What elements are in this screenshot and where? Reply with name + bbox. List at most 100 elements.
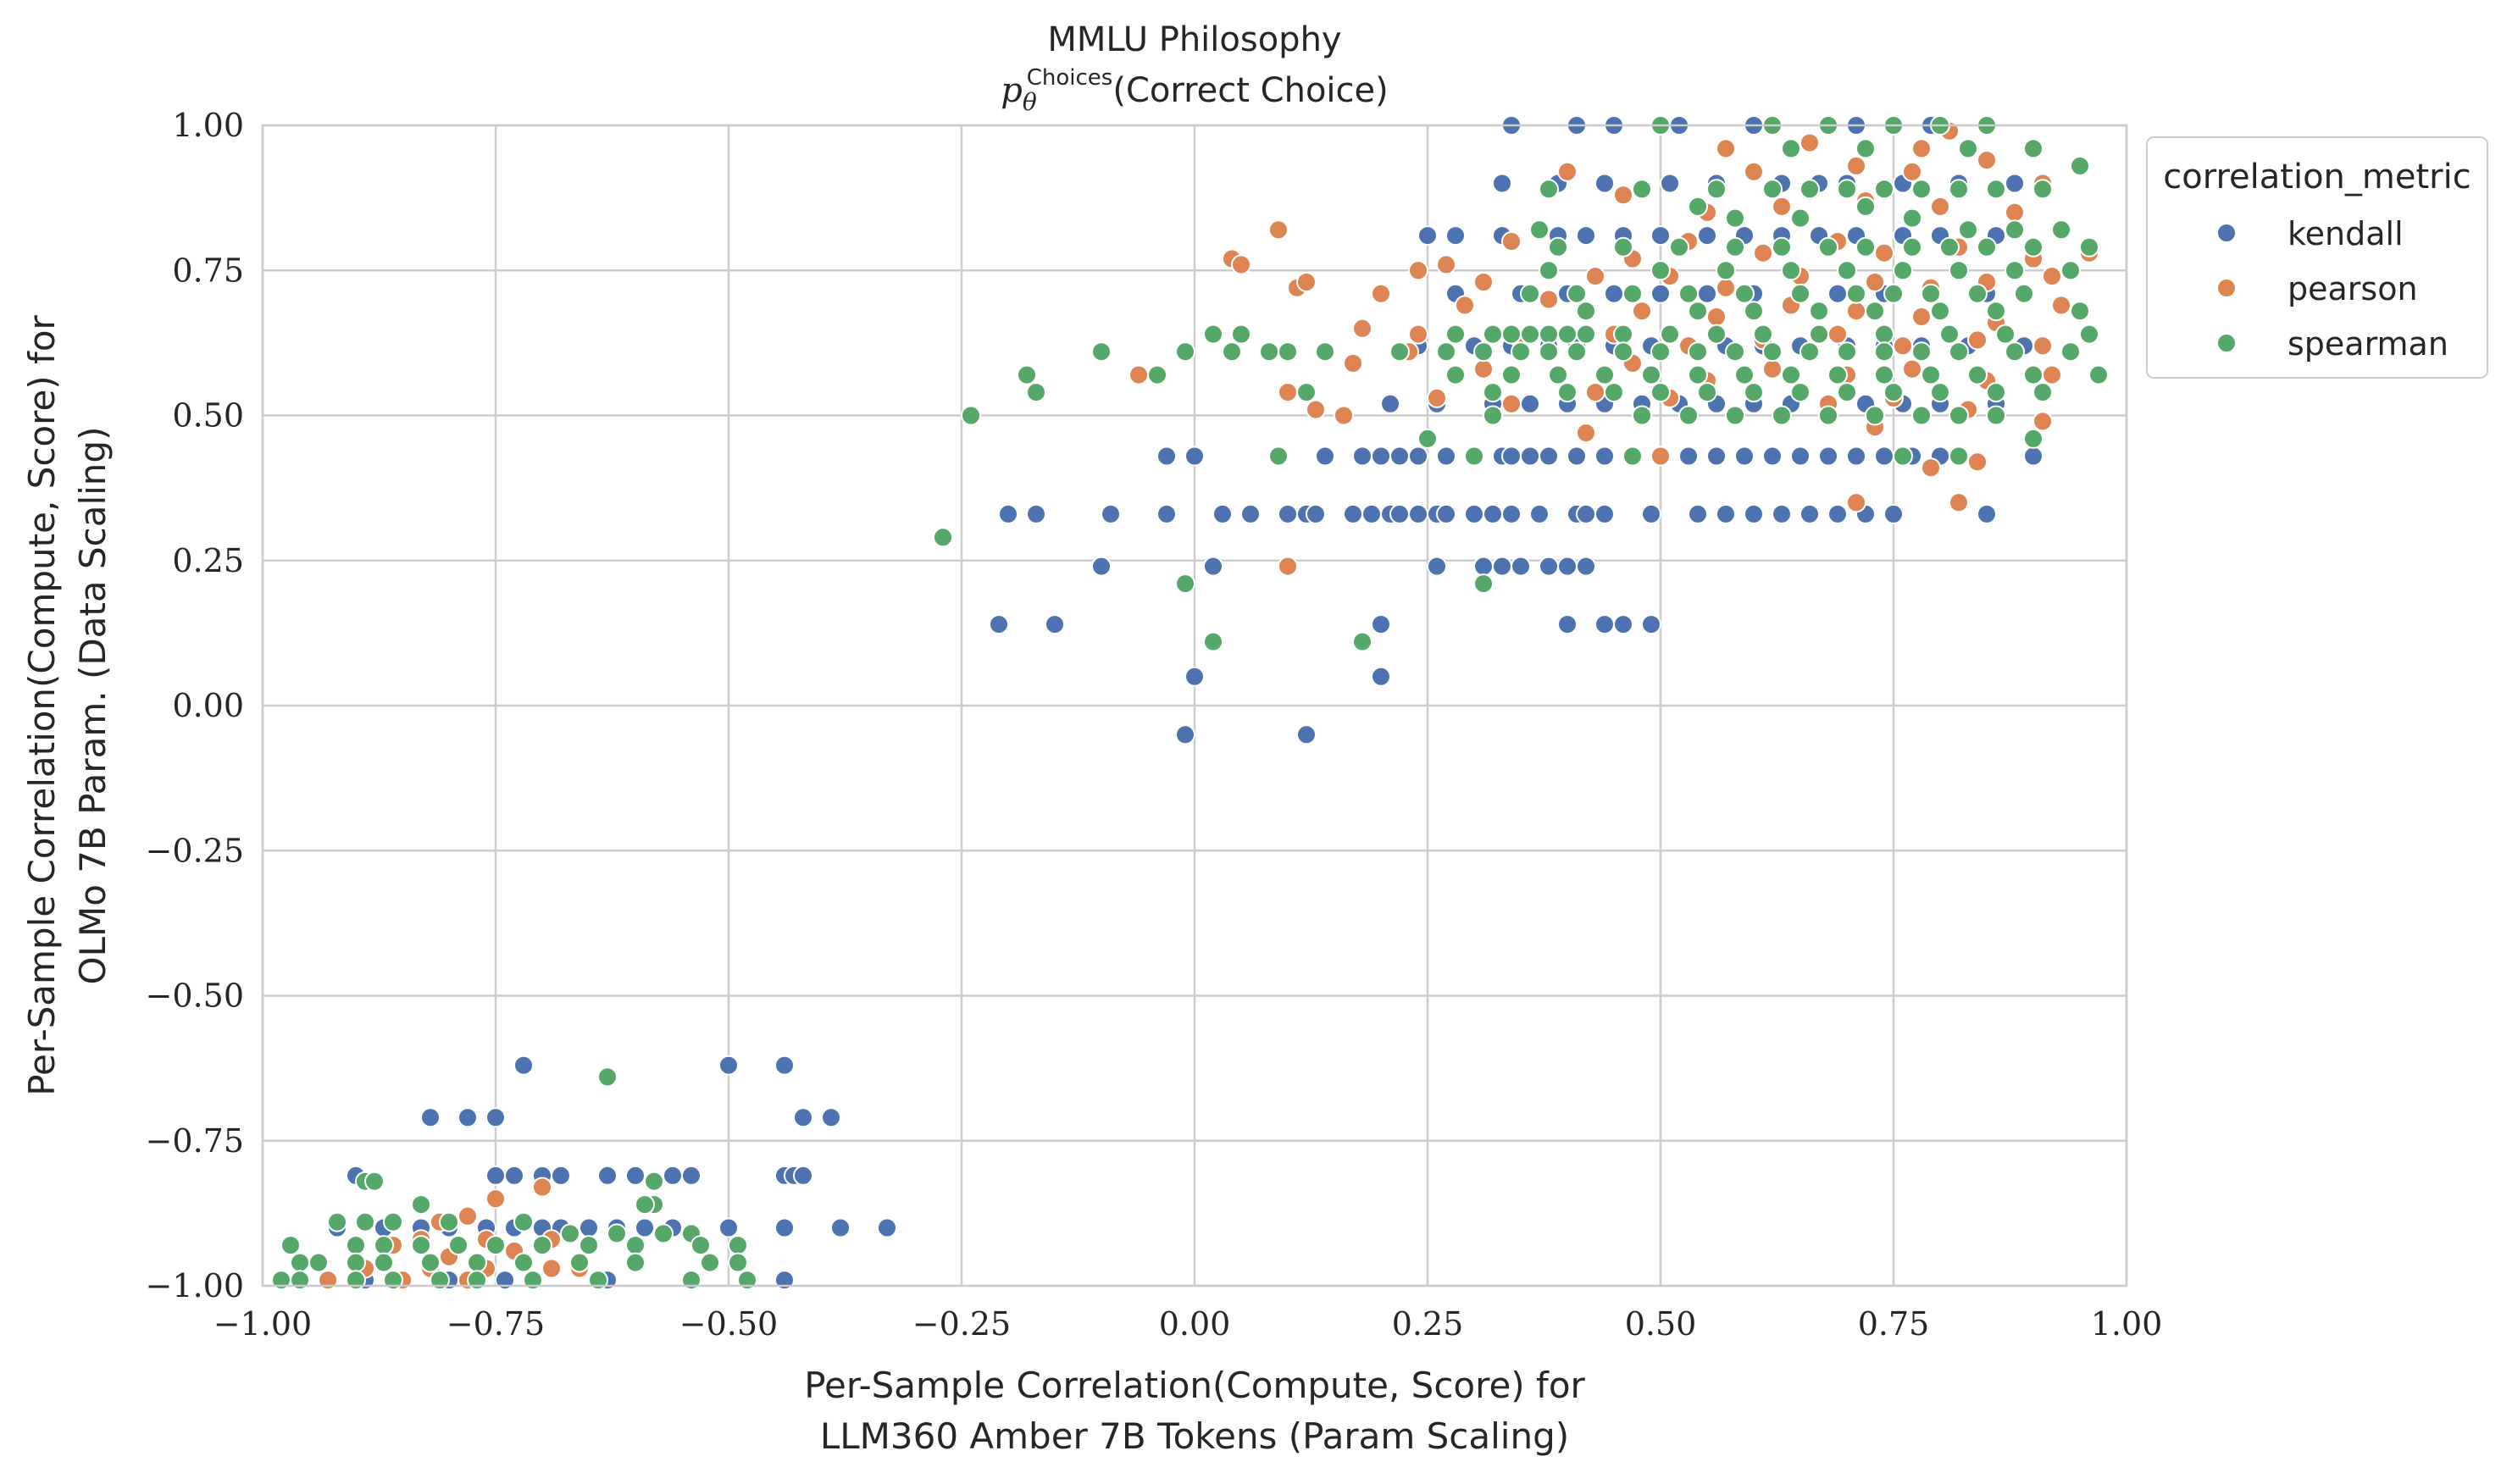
spearman-point [1650, 341, 1671, 363]
spearman-point [411, 1235, 431, 1256]
spearman-point [1939, 236, 1960, 257]
pearson-point [1473, 358, 1494, 379]
spearman-point [1883, 283, 1904, 304]
y-axis-label-line-2: OLMo 7B Param. (Data Scaling) [72, 427, 114, 985]
spearman-point [1688, 364, 1708, 385]
kendall-point [1091, 556, 1112, 577]
kendall-point [1212, 503, 1233, 524]
x-tick-label: −0.50 [679, 1305, 778, 1343]
kendall-point [1501, 446, 1522, 467]
pearson-point [1296, 272, 1317, 292]
spearman-point [2088, 364, 2109, 385]
spearman-point [1874, 341, 1894, 363]
kendall-point [1744, 503, 1764, 524]
kendall-point [1417, 225, 1438, 246]
spearman-point [1949, 179, 1969, 200]
legend-label-spearman: spearman [2288, 325, 2448, 363]
spearman-point [1921, 283, 1941, 304]
spearman-point [1501, 324, 1522, 345]
x-axis-label-line-1: Per-Sample Correlation(Compute, Score) f… [804, 1365, 1585, 1406]
spearman-point [2023, 428, 2044, 449]
spearman-point [1902, 208, 1922, 229]
spearman-point [1567, 283, 1587, 304]
spearman-point [1017, 364, 1037, 385]
spearman-point [1539, 260, 1559, 281]
pearson-point [2032, 411, 2053, 432]
spearman-point [2023, 236, 2044, 257]
spearman-point [1026, 382, 1046, 403]
kendall-point [1641, 614, 1661, 635]
legend-marker-kendall [2216, 223, 2237, 243]
kendall-point [1716, 503, 1736, 524]
spearman-point [1818, 405, 1838, 426]
subtitle-superscript: Choices [1027, 65, 1113, 91]
pearson-point [532, 1177, 552, 1198]
kendall-point [1678, 446, 1699, 467]
kendall-point [830, 1217, 851, 1238]
spearman-point [1473, 573, 1494, 595]
spearman-point [569, 1252, 590, 1273]
pearson-point [1501, 231, 1522, 252]
x-tick-label: 0.75 [1858, 1305, 1930, 1343]
pearson-point [1967, 451, 1988, 473]
kendall-point [663, 1165, 683, 1186]
kendall-point [1613, 614, 1633, 635]
spearman-point [1837, 341, 1857, 363]
spearman-point [2051, 219, 2071, 241]
kendall-point [635, 1217, 655, 1238]
spearman-point [1772, 405, 1792, 426]
kendall-point [1371, 446, 1391, 467]
spearman-point [2060, 260, 2081, 281]
spearman-point [1678, 283, 1699, 304]
pearson-point [1455, 295, 1475, 316]
spearman-point [411, 1194, 431, 1215]
kendall-point [1520, 393, 1540, 414]
spearman-point [1175, 341, 1195, 363]
kendall-point [625, 1165, 646, 1186]
spearman-point [1539, 179, 1559, 200]
kendall-point [1567, 446, 1587, 467]
kendall-point [1734, 446, 1755, 467]
legend-label-kendall: kendall [2288, 215, 2404, 252]
pearson-point [2042, 266, 2062, 287]
spearman-point [1352, 631, 1372, 652]
spearman-point [346, 1252, 366, 1273]
spearman-point [1893, 260, 1913, 281]
kendall-point [1650, 283, 1671, 304]
kendall-point [1389, 503, 1410, 524]
spearman-point [1865, 405, 1885, 426]
spearman-point [1613, 341, 1633, 363]
spearman-point [1091, 341, 1112, 363]
pearson-point [1128, 364, 1149, 385]
spearman-point [1678, 405, 1699, 426]
spearman-point [635, 1194, 655, 1215]
spearman-point [1539, 324, 1559, 345]
spearman-point [1632, 405, 1652, 426]
spearman-point [1744, 301, 1764, 322]
x-tick-label: 1.00 [2091, 1305, 2163, 1343]
kendall-point [1827, 283, 1848, 304]
spearman-point [1734, 283, 1755, 304]
kendall-point [1697, 225, 1717, 246]
kendall-point [1594, 173, 1615, 194]
spearman-point [308, 1252, 329, 1273]
kendall-point [1827, 503, 1848, 524]
pearson-point [2042, 364, 2062, 385]
spearman-point [1650, 260, 1671, 281]
y-tick-label: −0.75 [146, 1122, 244, 1160]
kendall-point [774, 1217, 795, 1238]
spearman-point [1222, 341, 1242, 363]
spearman-point [1147, 364, 1167, 385]
spearman-point [625, 1235, 646, 1256]
spearman-point [1986, 301, 2006, 322]
spearman-point [1949, 260, 1969, 281]
spearman-point [1539, 341, 1559, 363]
pearson-point [1911, 138, 1932, 159]
x-tick-label: 0.00 [1159, 1305, 1231, 1343]
spearman-point [513, 1211, 534, 1232]
spearman-point [1417, 428, 1438, 449]
kendall-point [1576, 503, 1596, 524]
spearman-point [1445, 364, 1466, 385]
kendall-point [1529, 503, 1550, 524]
